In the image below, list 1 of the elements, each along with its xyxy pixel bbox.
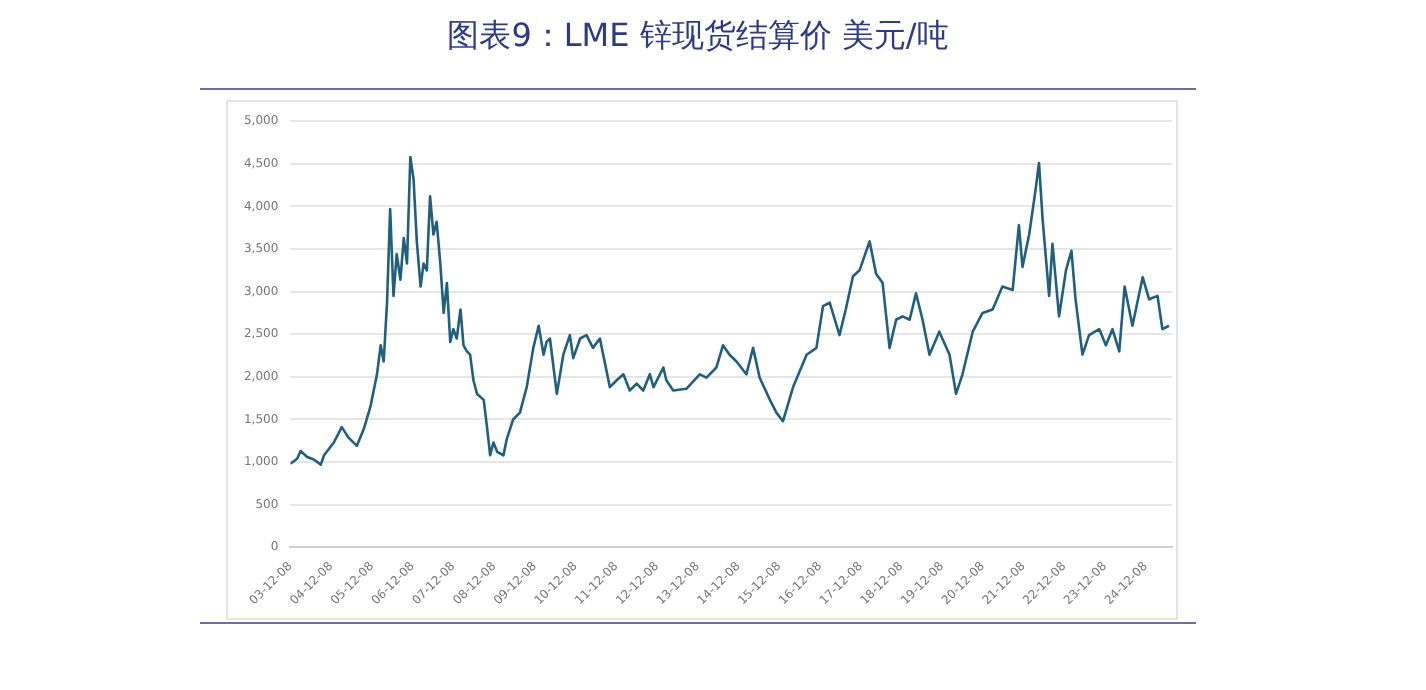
chart-title: 图表9：LME 锌现货结算价 美元/吨	[445, 16, 951, 58]
